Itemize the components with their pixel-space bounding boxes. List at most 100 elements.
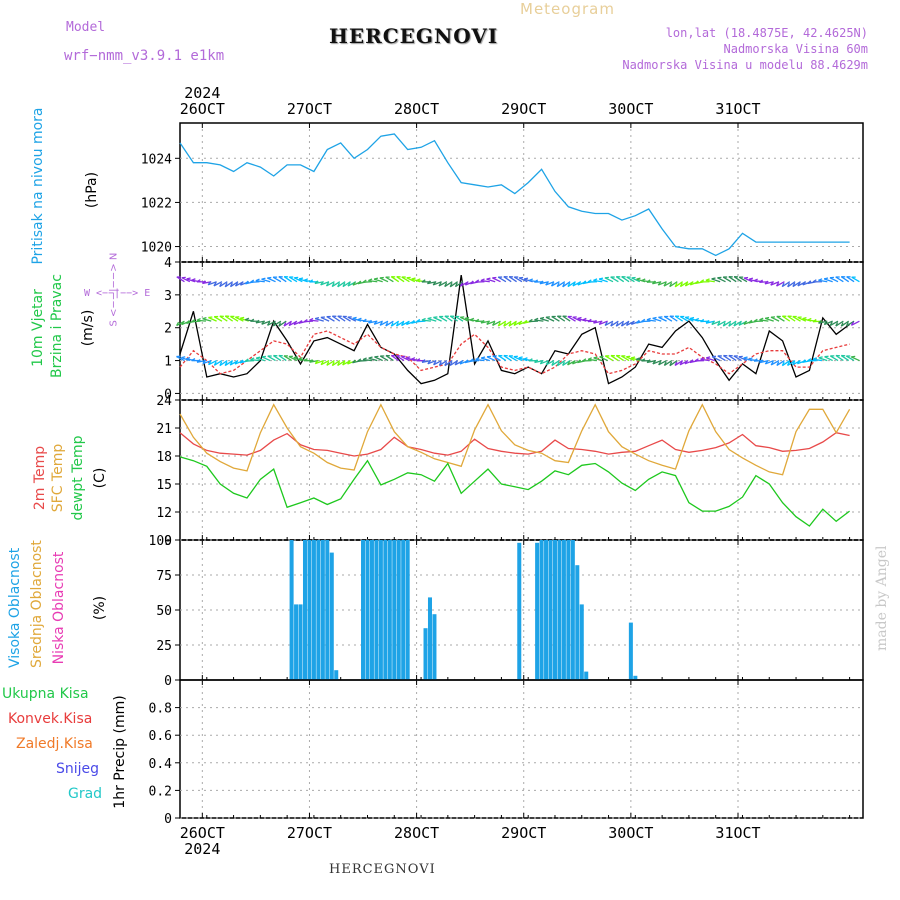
wind-arrow-head [454, 361, 458, 366]
wind-arrow-head [255, 278, 260, 282]
wind-arrow [604, 320, 614, 327]
y-tick-label: 24 [156, 394, 172, 409]
wind-arrow [255, 357, 265, 362]
cloud-bar [539, 540, 544, 680]
cloud-bar [401, 540, 406, 680]
wind-arrow [770, 316, 780, 322]
y-tick-label: 0 [164, 674, 172, 689]
wind-arrow [652, 359, 662, 365]
wind-arrow-head [427, 360, 431, 365]
wind-arrow-head [342, 282, 346, 287]
wind-arrow [273, 355, 282, 362]
wind-arrow [851, 320, 860, 326]
cloud-bar [423, 628, 428, 680]
wind-arrow-head [577, 359, 581, 364]
x-tick-label-top: 27OCT [287, 100, 332, 118]
wind-arrow [562, 360, 571, 367]
wind-arrow-head [421, 359, 426, 363]
wind-arrow-head [401, 321, 405, 326]
wind-arrow [427, 317, 437, 322]
x-tick-label-bottom: 27OCT [287, 824, 332, 842]
wind-arrow [250, 359, 260, 362]
x-tick-label-top: 28OCT [394, 100, 439, 118]
wind-arrow-head [250, 318, 255, 322]
wind-arrow-head [337, 282, 340, 288]
y-tick-label: 0.8 [149, 702, 172, 717]
wind-arrow [438, 281, 448, 287]
wind-arrow-head [770, 361, 774, 366]
wind-arrow [213, 316, 223, 322]
wind-arrow-head [706, 356, 711, 359]
wind-arrow [539, 317, 549, 322]
wind-arrow [320, 316, 330, 322]
wind-arrow-head [669, 282, 673, 287]
wind-arrow [272, 320, 282, 327]
wind-arrow-head [196, 359, 201, 363]
wind-arrow-head [255, 319, 260, 324]
wind-arrow-head [587, 357, 592, 361]
wind-arrow [593, 279, 603, 283]
x-tick-label-top: 29OCT [501, 100, 546, 118]
wind-arrow-head [646, 279, 651, 283]
wind-arrow [781, 360, 791, 367]
wind-arrow [781, 281, 791, 288]
wind-arrow-head [753, 278, 758, 282]
wind-arrow-head [432, 281, 437, 286]
wind-arrow-head [567, 361, 571, 366]
wind-arrow [711, 356, 721, 362]
wind-arrow [598, 278, 608, 283]
wind-arrow [706, 357, 715, 362]
wind-arrow [486, 320, 496, 325]
wind-arrow [261, 320, 271, 325]
wind-arrow [470, 359, 480, 362]
wind-arrow [486, 278, 496, 283]
wind-arrow [818, 279, 828, 283]
wind-arrow [272, 276, 282, 283]
y-tick-label: 21 [156, 422, 172, 437]
wind-arrow [208, 316, 217, 322]
wind-arrow [342, 315, 351, 322]
wind-arrow-head [433, 361, 437, 366]
wind-arrow [362, 358, 373, 362]
wind-arrow [283, 320, 292, 327]
wind-arrow-head [229, 282, 233, 287]
wind-arrow [255, 280, 265, 283]
wind-arrow-head [368, 356, 373, 359]
wind-arrow [551, 360, 560, 366]
wind-arrow [572, 316, 582, 322]
series-line-sfc-temp [179, 403, 851, 476]
wind-arrow-head [711, 277, 716, 280]
wind-arrow-head [689, 316, 695, 320]
cloud-bar [561, 540, 566, 680]
y-tick-label: 50 [156, 604, 172, 619]
wind-arrow-head [743, 356, 748, 359]
wind-arrow-head [823, 320, 828, 325]
wind-arrow-head [347, 282, 351, 287]
wind-arrow [304, 320, 314, 323]
wind-arrow-head [523, 357, 528, 360]
series-line-dewpt-temp [179, 456, 850, 527]
wind-arrow-head [244, 317, 250, 321]
legend-conv-rain: Konvek.Kisa [8, 711, 93, 727]
wind-arrow [684, 316, 694, 322]
wind-arrow [728, 320, 737, 327]
x-tick-label-bottom: 29OCT [501, 824, 546, 842]
cloud-bar [302, 540, 308, 680]
wind-arrow [455, 281, 464, 288]
wind-arrow [513, 356, 523, 362]
cloud-bar [544, 540, 549, 680]
wind-arrow [738, 356, 748, 362]
wind-arrow-head [582, 317, 587, 321]
wind-arrow-head [770, 281, 774, 286]
wind-arrow-head [331, 361, 335, 366]
wind-arrow-head [797, 282, 801, 287]
footer-station: HERCEGNOVI [329, 862, 436, 877]
wind-arrow [728, 355, 737, 362]
wind-arrow-head [689, 359, 694, 363]
wind-arrow [513, 276, 523, 283]
wind-arrow-head [449, 282, 453, 288]
wind-arrow-head [577, 281, 581, 286]
wind-arrow [230, 315, 239, 322]
y-tick-label: 25 [156, 639, 172, 654]
wind-arrow [314, 318, 324, 322]
